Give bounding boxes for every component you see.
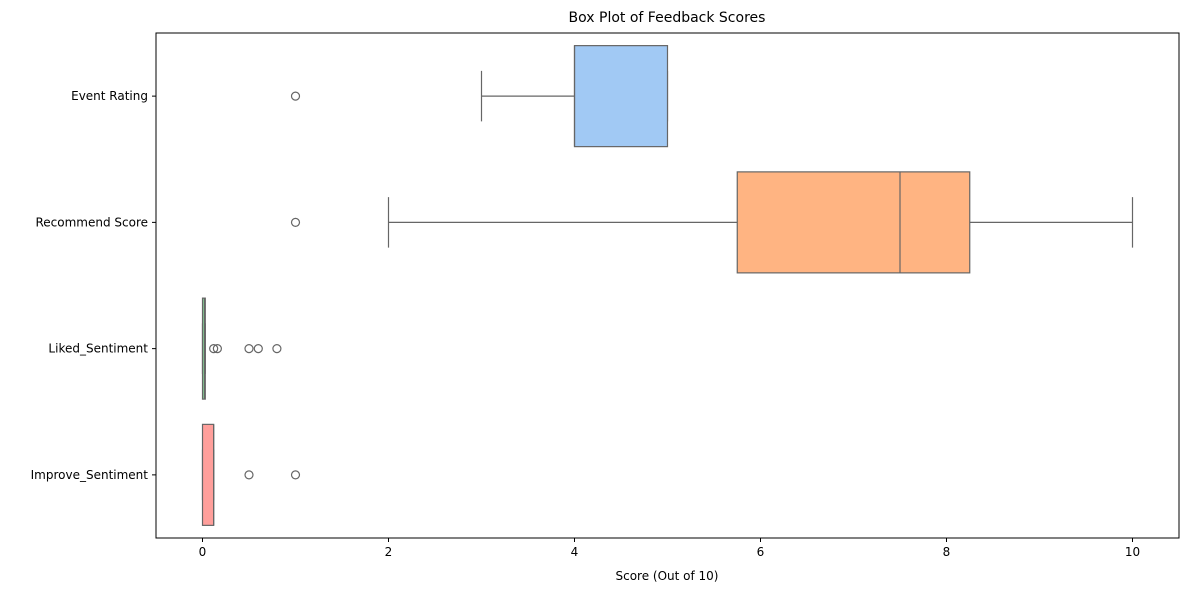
outlier-point: [212, 344, 222, 354]
y-tick-label: Recommend Score: [35, 215, 148, 229]
outlier-point: [209, 344, 219, 354]
box-iqr: [736, 171, 971, 274]
x-tick-label: 6: [757, 545, 765, 559]
plot-frame: [155, 32, 1180, 539]
outlier-point: [290, 217, 301, 227]
x-tick-label: 0: [199, 545, 207, 559]
box-iqr: [573, 45, 669, 148]
outlier-point: [290, 91, 301, 101]
x-tick-label: 4: [571, 545, 579, 559]
box-improve-sentiment: [201, 423, 301, 526]
y-tick-label: Liked_Sentiment: [48, 342, 148, 356]
boxes-layer: [201, 45, 1134, 526]
box-recommend-score: [290, 171, 1134, 274]
y-axis: Event Rating Recommend Score Liked_Sentime…: [31, 89, 156, 482]
x-axis: 0 2 4 6 8 10: [199, 538, 1140, 559]
y-tick-label: Improve_Sentiment: [31, 468, 149, 482]
box-liked-sentiment: [201, 297, 282, 400]
outlier-point: [272, 344, 282, 354]
outlier-point: [244, 344, 254, 354]
outlier-point: [253, 344, 263, 354]
y-tick-label: Event Rating: [71, 89, 148, 103]
x-axis-label: Score (Out of 10): [615, 569, 718, 583]
x-tick-label: 10: [1125, 545, 1140, 559]
x-tick-label: 2: [385, 545, 393, 559]
box-event-rating: [290, 45, 669, 148]
outlier-point: [290, 470, 301, 480]
chart-title: Box Plot of Feedback Scores: [569, 10, 766, 26]
outlier-point: [244, 470, 254, 480]
box-iqr: [201, 423, 215, 526]
x-tick-label: 8: [943, 545, 951, 559]
